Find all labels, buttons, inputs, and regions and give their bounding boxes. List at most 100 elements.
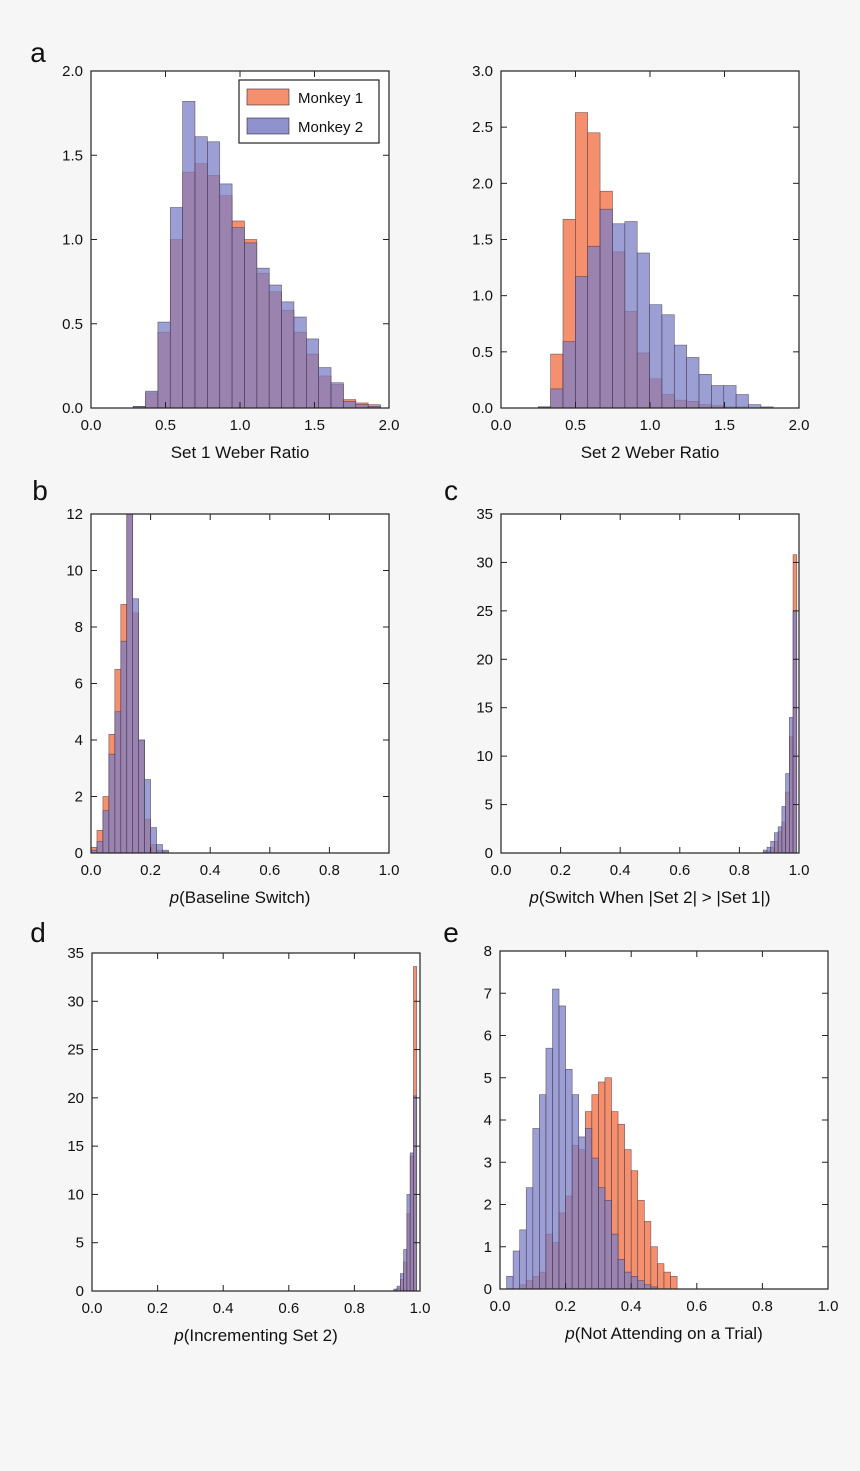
x-tick-label: 0.0 [490, 1298, 511, 1315]
bar-monkey2 [330, 382, 344, 409]
bar-monkey2 [766, 846, 771, 854]
bar-monkey2 [231, 227, 245, 409]
y-tick-label: 4 [484, 1112, 492, 1129]
bar-monkey2 [132, 598, 139, 854]
panel-letter: a [30, 37, 46, 68]
y-tick-label: 8 [484, 943, 492, 960]
bar-monkey2 [604, 1199, 612, 1290]
legend-swatch-monkey1 [246, 88, 290, 106]
x-tick-label: 2.0 [789, 417, 810, 434]
bar-monkey2 [539, 1094, 547, 1290]
bar-monkey2 [558, 1005, 566, 1290]
bar-monkey2 [532, 1128, 540, 1290]
x-tick-label: 0.5 [565, 417, 586, 434]
bar-monkey2 [552, 988, 560, 1290]
bar-monkey2 [612, 223, 626, 409]
bar-monkey2 [144, 779, 151, 854]
x-axis-label-italic: p [528, 888, 538, 907]
bar-monkey2 [219, 183, 233, 409]
x-axis-label-italic: p [564, 1324, 574, 1343]
y-tick-label: 1.5 [472, 232, 493, 249]
bar-monkey2 [711, 385, 725, 409]
bar-monkey2 [126, 513, 134, 854]
y-tick-label: 5 [76, 1235, 84, 1252]
bar-monkey2 [156, 844, 163, 854]
bar-monkey2 [785, 773, 790, 854]
y-tick-label: 7 [484, 985, 492, 1002]
x-tick-label: 0.0 [491, 417, 512, 434]
bar-monkey2 [396, 1285, 401, 1292]
bar-monkey2 [506, 1276, 514, 1290]
x-axis-label-text: (Baseline Switch) [179, 888, 310, 907]
x-tick-label: 0.4 [621, 1298, 642, 1315]
y-tick-label: 0.0 [62, 400, 83, 417]
x-tick-label: 0.2 [550, 862, 571, 879]
y-tick-label: 1.5 [62, 147, 83, 164]
x-axis-label-text: (Not Attending on a Trial) [575, 1324, 763, 1343]
x-axis-label: Set 1 Weber Ratio [171, 443, 310, 462]
x-axis-label: p(Incrementing Set 2) [173, 1326, 337, 1345]
bar-monkey2 [624, 1271, 632, 1290]
y-tick-label: 20 [67, 1090, 84, 1107]
x-axis-label-text: Set 2 Weber Ratio [581, 443, 720, 462]
y-tick-label: 10 [67, 1186, 84, 1203]
bar-monkey1 [650, 1246, 658, 1290]
x-tick-label: 0.6 [259, 862, 280, 879]
bar-monkey2 [777, 826, 783, 854]
x-tick-label: 2.0 [379, 417, 400, 434]
plot-area [92, 953, 420, 1291]
y-tick-label: 2 [75, 789, 83, 806]
bar-monkey2 [306, 338, 319, 409]
bar-monkey1 [663, 1271, 671, 1290]
y-tick-label: 4 [75, 732, 83, 749]
bar-monkey2 [343, 400, 357, 409]
bar-monkey2 [545, 1047, 553, 1290]
bar-monkey2 [157, 321, 171, 409]
panel-letter: b [32, 475, 48, 506]
panel-e: 0.0 0.2 0.4 0.6 0.8 1.0 0 1 2 3 4 5 6 7 8 p(Not Attendi… [443, 917, 838, 1343]
bar-monkey1 [670, 1276, 678, 1290]
y-tick-label: 1 [484, 1239, 492, 1256]
bar-monkey2 [661, 314, 675, 409]
x-tick-label: 1.0 [379, 862, 400, 879]
y-tick-label: 12 [66, 506, 83, 523]
x-tick-label: 0.6 [669, 862, 690, 879]
bar-monkey2 [525, 1187, 534, 1290]
bar-monkey2 [293, 316, 307, 409]
x-tick-label: 0.2 [140, 862, 161, 879]
bar-monkey1 [624, 1149, 632, 1290]
bar-monkey2 [512, 1250, 520, 1290]
bar-monkey2 [578, 1136, 586, 1290]
panel-a: 0.0 0.5 1.0 1.5 2.0 0.0 0.5 1.0 1.5 2.0 Set 1 Webe… [30, 37, 399, 462]
bar-monkey2 [591, 1157, 599, 1290]
bar-monkey2 [244, 242, 258, 409]
y-tick-label: 3 [484, 1154, 492, 1171]
bar-monkey2 [611, 1233, 619, 1290]
x-tick-label: 0.6 [686, 1298, 707, 1315]
y-tick-label: 35 [476, 506, 493, 523]
y-tick-label: 25 [476, 603, 493, 620]
y-tick-label: 1.0 [472, 288, 493, 305]
x-tick-label: 0.8 [729, 862, 750, 879]
panel-letter: c [444, 475, 458, 506]
panel-c: 0.0 0.2 0.4 0.6 0.8 1.0 0 5 10 15 20 25 30 35 p(Switch… [444, 475, 809, 907]
bar-monkey2 [624, 221, 638, 409]
legend-swatch-monkey2 [246, 117, 290, 135]
x-tick-label: 0.5 [155, 417, 176, 434]
x-axis-label: Set 2 Weber Ratio [581, 443, 720, 462]
x-axis-label-italic: p [169, 888, 179, 907]
y-tick-label: 2.0 [62, 63, 83, 80]
bar-monkey2 [584, 1128, 593, 1290]
x-axis-label-text: (Switch When |Set 2| > |Set 1|) [539, 888, 771, 907]
bar-monkey2 [169, 207, 183, 409]
panel-b: 0.0 0.2 0.4 0.6 0.8 1.0 0 2 4 6 8 10 12 p(Baseline Sw… [32, 475, 399, 907]
x-axis-label-text: Set 1 Weber Ratio [171, 443, 310, 462]
bar-monkey1 [630, 1170, 639, 1290]
y-tick-label: 6 [75, 676, 83, 693]
x-tick-label: 1.0 [230, 417, 251, 434]
x-tick-label: 0.0 [82, 1300, 103, 1317]
bar-monkey2 [774, 832, 779, 854]
x-tick-label: 0.6 [278, 1300, 299, 1317]
bar-monkey2 [150, 827, 157, 854]
